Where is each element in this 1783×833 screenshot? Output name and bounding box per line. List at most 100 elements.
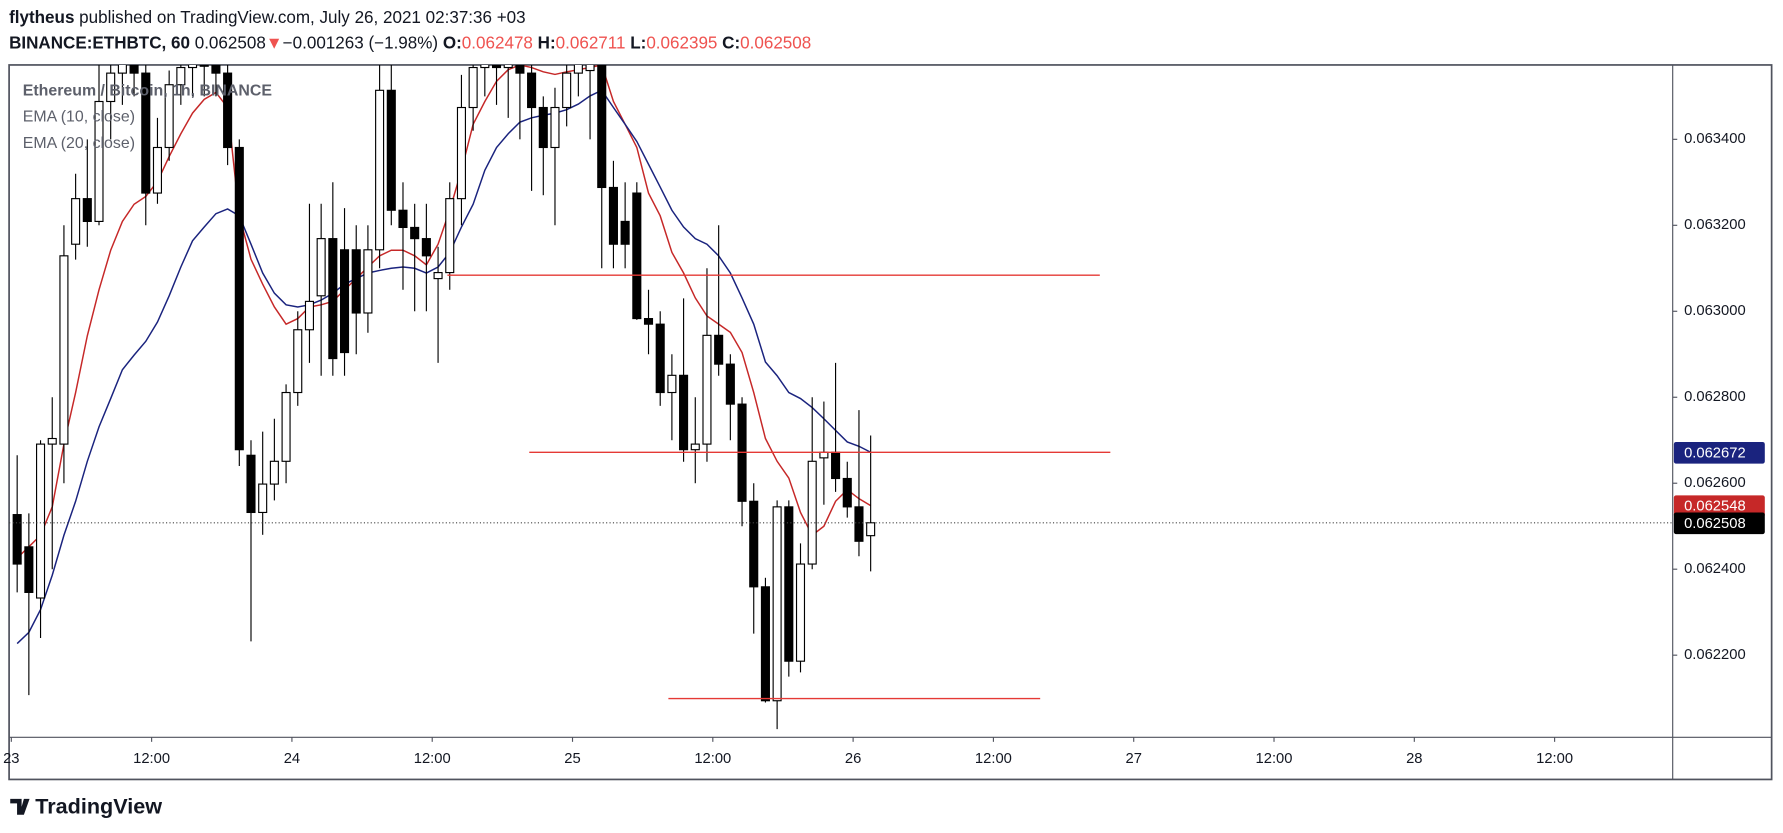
candle-body — [316, 238, 326, 297]
y-tick-label: 0.062400 — [1684, 561, 1746, 577]
x-tick-label: 25 — [564, 751, 580, 767]
chart-frame — [8, 64, 1773, 781]
candle-body — [597, 64, 607, 189]
candle-body — [421, 238, 431, 257]
l-label: L: — [630, 33, 646, 52]
last-price: 0.062508 — [195, 33, 266, 52]
candle-body — [410, 226, 420, 240]
candle-body — [293, 329, 303, 394]
candle-body — [94, 100, 104, 222]
candle-body — [643, 318, 654, 325]
candle-body — [12, 514, 22, 565]
candle-body — [655, 323, 665, 394]
x-tick-label: 12:00 — [1536, 751, 1573, 767]
candle-body — [141, 72, 151, 194]
candle-body — [831, 451, 841, 480]
candle-body — [351, 249, 361, 314]
candle-body — [620, 220, 630, 245]
candle-body — [328, 238, 338, 360]
ema-price-label: 0.062548 — [1684, 499, 1746, 515]
candle-body — [199, 64, 209, 67]
candle-body — [714, 334, 724, 365]
candle-body — [223, 72, 233, 149]
o-label: O: — [443, 33, 462, 52]
candle-body — [562, 72, 572, 109]
o-value: 0.062478 — [462, 33, 533, 52]
c-value: 0.062508 — [740, 33, 811, 52]
candle-body — [445, 198, 455, 274]
candle-body — [269, 460, 279, 485]
symbol: BINANCE:ETHBTC, 60 — [9, 33, 190, 52]
candle-body — [258, 483, 268, 514]
logo: TradingView — [10, 794, 162, 819]
candle-body — [176, 66, 186, 86]
ema-price-label-bg — [1673, 442, 1765, 464]
candle-body — [819, 451, 829, 459]
ema-price-label: 0.062672 — [1684, 445, 1746, 461]
x-tick-label: 12:00 — [975, 751, 1012, 767]
candle-body — [24, 546, 34, 593]
candle-body — [106, 72, 116, 103]
candle-body — [632, 192, 642, 320]
h-value: 0.062711 — [556, 33, 626, 52]
legend-ema20: EMA (20, close) — [23, 135, 135, 152]
candle-body — [585, 64, 595, 72]
candle-body — [456, 106, 466, 200]
candle-body — [281, 391, 291, 462]
logo-icon — [10, 798, 30, 815]
candle-body — [234, 146, 244, 451]
candle-body — [749, 500, 759, 588]
candle-body — [842, 477, 852, 508]
candle-body — [854, 506, 864, 542]
candle-body — [503, 64, 513, 69]
y-tick-label: 0.063200 — [1684, 217, 1746, 233]
candle-body — [515, 64, 525, 74]
y-tick-label: 0.062200 — [1684, 647, 1746, 663]
candle-body — [304, 300, 314, 331]
x-tick-label: 12:00 — [694, 751, 731, 767]
candle-body — [795, 563, 806, 662]
header-line-2: BINANCE:ETHBTC, 60 0.062508▼−0.001263 (−… — [9, 33, 811, 52]
x-tick-label: 24 — [284, 751, 300, 767]
candle-body — [339, 249, 350, 354]
last-price-label: 0.062508 — [1684, 516, 1746, 532]
candle-body — [129, 64, 139, 74]
c-label: C: — [722, 33, 740, 52]
h-label: H: — [538, 33, 556, 52]
candle-body — [36, 443, 46, 599]
candle-body — [187, 64, 198, 69]
x-tick-label: 12:00 — [133, 751, 170, 767]
candle-body — [667, 374, 677, 394]
l-value: 0.062395 — [646, 33, 717, 52]
header-line-1: flytheus published on TradingView.com, J… — [9, 8, 526, 27]
candle-body — [702, 334, 712, 445]
plot — [9, 64, 1673, 730]
x-tick-label: 12:00 — [1256, 751, 1293, 767]
candle-body — [398, 209, 408, 229]
candle-body — [807, 460, 817, 565]
candle-body — [491, 64, 502, 69]
candle-body — [386, 89, 396, 211]
candle-body — [59, 255, 69, 445]
candle-body — [760, 586, 770, 702]
candle-body — [480, 64, 490, 69]
x-tick-label: 28 — [1406, 751, 1422, 767]
x-tick-label: 23 — [3, 751, 19, 767]
y-tick-label: 0.063400 — [1684, 131, 1746, 147]
candle-body — [725, 363, 735, 405]
last-price-label-bg — [1673, 512, 1765, 535]
change: −0.001263 (−1.98%) — [283, 33, 438, 52]
legend-title: Ethereum / Bitcoin, 1h, BINANCE — [23, 82, 272, 99]
candle-body — [527, 72, 537, 109]
y-tick-label: 0.062800 — [1684, 389, 1746, 405]
candle-body — [152, 146, 163, 194]
candle-body — [608, 186, 618, 245]
candle-body — [550, 106, 560, 149]
x-tick-label: 27 — [1125, 751, 1141, 767]
candle-body — [573, 64, 583, 74]
y-tick-label: 0.062600 — [1684, 475, 1746, 491]
candle-body — [375, 89, 385, 251]
x-tick-label: 12:00 — [414, 751, 451, 767]
